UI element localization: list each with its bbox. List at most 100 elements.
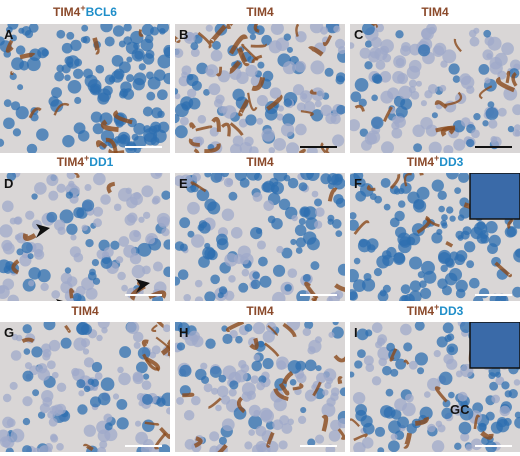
- stain: [69, 288, 75, 299]
- cell: [132, 331, 144, 343]
- panel-title: TIM4: [71, 304, 99, 318]
- cell: [22, 396, 33, 407]
- cell: [497, 107, 507, 117]
- cell: [59, 209, 74, 224]
- cell: [197, 224, 205, 231]
- cell: [10, 350, 22, 361]
- cell: [92, 206, 104, 217]
- cell: [494, 52, 508, 66]
- cell: [331, 326, 344, 339]
- cell: [10, 101, 21, 111]
- cell: [477, 422, 487, 433]
- stain: [353, 433, 368, 442]
- cell: [295, 123, 307, 136]
- cell: [408, 79, 417, 88]
- cell: [100, 24, 113, 33]
- cell: [226, 178, 234, 186]
- panel-letter: D: [4, 176, 13, 191]
- stain: [505, 70, 511, 84]
- cell: [304, 322, 314, 330]
- cell: [416, 186, 430, 200]
- panel-letter: I: [354, 325, 358, 340]
- cell: [16, 248, 24, 256]
- cell: [146, 235, 156, 245]
- cell: [249, 33, 257, 41]
- cell: [72, 68, 84, 79]
- stain: [159, 426, 170, 439]
- cell: [311, 87, 325, 101]
- cell: [364, 61, 373, 70]
- stain: [415, 416, 429, 426]
- stain: [209, 24, 227, 44]
- cell: [5, 447, 14, 452]
- cell: [350, 371, 355, 378]
- stain: [434, 386, 448, 403]
- cell: [391, 409, 402, 420]
- cell: [204, 173, 212, 178]
- panel: TIM4 C: [350, 5, 520, 153]
- cell: [380, 39, 394, 53]
- cell: [473, 113, 481, 121]
- cell: [38, 445, 52, 452]
- stain: [480, 430, 494, 440]
- cell: [100, 377, 115, 392]
- cell: [218, 374, 227, 383]
- cell: [68, 180, 75, 188]
- cell: [74, 96, 82, 105]
- cell: [332, 322, 339, 326]
- cell: [179, 116, 189, 126]
- cell: [85, 238, 94, 248]
- cell: [3, 117, 15, 130]
- cell: [2, 200, 14, 213]
- cell: [24, 362, 33, 370]
- cell: [3, 99, 12, 108]
- cell: [152, 261, 163, 272]
- title-sup: +: [434, 153, 439, 163]
- cell: [39, 403, 50, 414]
- cell: [363, 355, 374, 366]
- stain: [220, 122, 231, 137]
- cell: [2, 393, 12, 403]
- cell: [218, 436, 227, 445]
- cell: [143, 211, 151, 219]
- cell: [300, 173, 314, 181]
- stain: [22, 233, 37, 241]
- arrowhead: [36, 224, 50, 238]
- cell: [252, 322, 266, 335]
- cell: [6, 173, 17, 181]
- cell: [485, 107, 499, 121]
- cell: [337, 263, 345, 276]
- title-main: TIM4: [71, 304, 99, 318]
- cell: [46, 211, 58, 223]
- stain: [321, 414, 329, 432]
- stain: [175, 35, 181, 44]
- cell: [269, 177, 279, 187]
- stain: [108, 148, 125, 153]
- cell: [177, 322, 190, 334]
- cell: [137, 347, 151, 360]
- cell: [395, 30, 404, 39]
- cell: [441, 214, 448, 221]
- cell: [484, 77, 491, 84]
- cell: [357, 349, 366, 359]
- cell: [163, 72, 170, 85]
- cell: [85, 287, 98, 300]
- cell: [111, 54, 124, 67]
- cell: [187, 201, 200, 215]
- cell: [486, 53, 493, 60]
- stain: [229, 60, 242, 74]
- cell: [99, 440, 108, 449]
- cell: [21, 242, 33, 254]
- cell: [487, 243, 498, 255]
- cell: [0, 285, 10, 300]
- cell: [292, 84, 305, 96]
- cell: [48, 190, 59, 201]
- stain: [193, 148, 200, 153]
- cell: [133, 135, 147, 149]
- cell: [352, 391, 366, 405]
- cell: [36, 128, 49, 141]
- cell: [295, 31, 307, 43]
- cell: [442, 49, 457, 64]
- cell: [163, 44, 170, 57]
- cell: [449, 215, 456, 222]
